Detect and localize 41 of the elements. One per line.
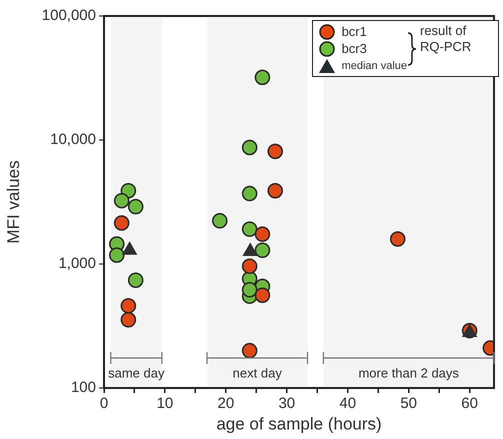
band-label: more than 2 days — [358, 366, 460, 381]
x-tick-label: 40 — [339, 395, 356, 412]
point — [242, 282, 258, 298]
point — [114, 215, 130, 231]
point — [128, 198, 144, 214]
x-axis-title: age of sample (hours) — [216, 414, 382, 434]
x-tick-label: 0 — [100, 395, 108, 412]
point — [254, 70, 270, 86]
point — [128, 272, 144, 288]
point — [267, 182, 283, 198]
point — [120, 298, 136, 314]
point — [242, 342, 258, 358]
legend-label: bcr1 — [342, 24, 367, 39]
point — [242, 221, 258, 237]
y-tick-label: 10,000 — [50, 131, 96, 148]
point — [254, 242, 270, 258]
point — [242, 140, 258, 156]
x-tick-label: 30 — [278, 395, 296, 412]
y-tick-label: 100 — [70, 379, 96, 396]
point — [254, 287, 270, 303]
point — [109, 247, 125, 263]
point — [242, 258, 258, 274]
x-tick-label: 10 — [156, 395, 174, 412]
x-tick-label: 50 — [400, 395, 418, 412]
y-tick-label: 100,000 — [42, 7, 96, 24]
point — [120, 312, 136, 328]
point — [242, 186, 258, 202]
legend-label: bcr3 — [342, 41, 367, 56]
point — [390, 231, 406, 247]
y-axis-title: MFI values — [4, 160, 23, 244]
band-label: same day — [108, 366, 165, 381]
point — [212, 213, 228, 229]
legend-label: median value — [342, 60, 407, 72]
point — [114, 192, 130, 208]
band-label: next day — [232, 366, 282, 381]
x-tick-label: 20 — [218, 395, 234, 412]
point — [254, 226, 270, 242]
x-tick-label: 60 — [461, 395, 478, 412]
annotation: result of RQ-PCR — [420, 23, 472, 54]
y-tick-label: 1,000 — [58, 255, 96, 272]
point — [267, 144, 283, 160]
